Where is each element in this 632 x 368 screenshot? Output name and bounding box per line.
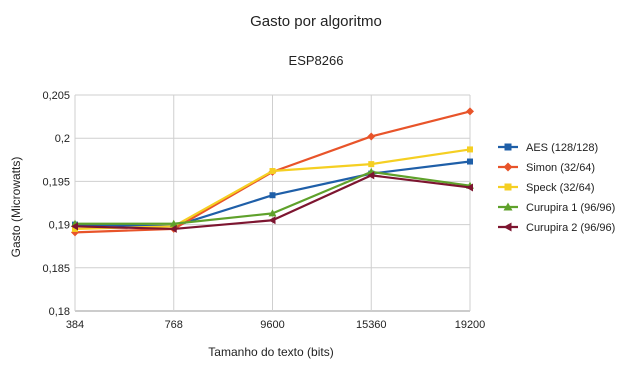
chart-subtitle: ESP8266 [289, 53, 344, 68]
legend: AES (128/128) Simon (32/64) Speck (32/64) C… [498, 142, 615, 234]
legend-marker [503, 222, 512, 232]
data-point [467, 146, 473, 153]
series [71, 171, 473, 233]
data-point [466, 107, 474, 116]
data-point [269, 168, 276, 175]
x-tick-label: 384 [66, 319, 84, 331]
x-tick-label: 768 [165, 319, 183, 331]
chart-title: Gasto por algoritmo [250, 13, 382, 30]
series-group [71, 107, 474, 237]
y-tick-labels: 0,18 0,185 0,19 0,195 0,2 0,205 [42, 90, 70, 318]
legend-label: Curupira 2 (96/96) [526, 222, 615, 234]
y-tick-label: 0,195 [42, 176, 70, 188]
legend-marker [504, 183, 512, 191]
x-tick-label: 19200 [455, 319, 486, 331]
legend-label: Speck (32/64) [526, 182, 594, 194]
data-point [169, 224, 177, 233]
data-point [467, 158, 473, 165]
data-point [367, 171, 375, 180]
legend-item: Curupira 2 (96/96) [498, 222, 615, 234]
data-point [368, 161, 375, 168]
x-tick-labels: 384 768 9600 15360 19200 [66, 319, 485, 331]
data-point [268, 209, 277, 217]
data-point [72, 225, 78, 232]
legend-item: Simon (32/64) [498, 162, 595, 174]
legend-item: Speck (32/64) [498, 182, 594, 194]
data-point [269, 192, 276, 199]
y-tick-label: 0,18 [49, 306, 70, 318]
legend-marker [503, 202, 513, 211]
data-point [268, 216, 276, 225]
legend-item: Curupira 1 (96/96) [498, 202, 615, 214]
y-axis-label: Gasto (Microwatts) [9, 157, 23, 258]
legend-label: Curupira 1 (96/96) [526, 202, 615, 214]
data-point [71, 222, 78, 231]
y-tick-label: 0,205 [42, 90, 70, 102]
y-tick-label: 0,19 [49, 220, 70, 232]
data-point [367, 132, 376, 141]
y-tick-label: 0,2 [55, 133, 70, 145]
x-axis-label: Tamanho do texto (bits) [208, 345, 333, 359]
legend-marker [504, 143, 512, 151]
legend-label: Simon (32/64) [526, 162, 595, 174]
y-tick-label: 0,185 [42, 263, 70, 275]
data-point [169, 219, 178, 227]
legend-label: AES (128/128) [526, 142, 598, 154]
x-tick-label: 9600 [260, 319, 284, 331]
legend-marker [503, 162, 513, 172]
data-point [466, 183, 473, 192]
x-tick-label: 15360 [356, 319, 387, 331]
legend-item: AES (128/128) [498, 142, 598, 154]
